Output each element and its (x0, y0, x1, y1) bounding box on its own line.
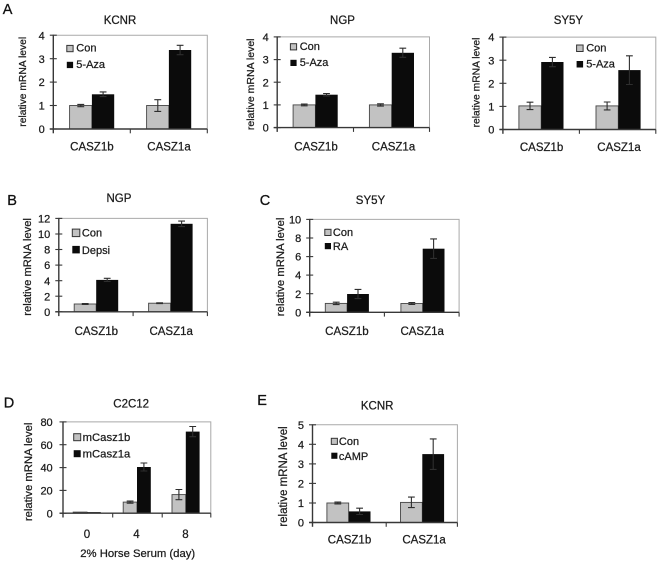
svg-text:20: 20 (40, 486, 52, 498)
svg-text:CASZ1a: CASZ1a (400, 326, 444, 338)
svg-text:80: 80 (40, 417, 52, 429)
svg-text:0: 0 (84, 529, 90, 541)
svg-text:0: 0 (298, 518, 304, 530)
svg-text:mCasz1b: mCasz1b (83, 432, 131, 444)
svg-text:Con: Con (82, 228, 102, 240)
svg-text:relative mRNA level: relative mRNA level (18, 37, 29, 127)
svg-text:4: 4 (295, 270, 301, 282)
svg-text:CASZ1a: CASZ1a (597, 142, 641, 154)
svg-text:4: 4 (133, 529, 140, 541)
svg-text:Con: Con (300, 41, 320, 53)
svg-text:2: 2 (298, 479, 304, 491)
svg-text:5: 5 (298, 420, 304, 432)
svg-text:2: 2 (488, 78, 494, 90)
svg-text:A: A (3, 2, 13, 18)
svg-text:relative mRNA level: relative mRNA level (22, 218, 34, 316)
svg-text:1: 1 (298, 498, 304, 510)
svg-text:2: 2 (295, 289, 301, 301)
svg-text:CASZ1a: CASZ1a (147, 142, 191, 154)
svg-text:1: 1 (488, 102, 494, 114)
svg-text:12: 12 (38, 214, 50, 226)
svg-text:10: 10 (38, 229, 50, 241)
svg-text:3: 3 (488, 55, 494, 67)
svg-text:3: 3 (263, 55, 269, 67)
svg-text:SY5Y: SY5Y (554, 15, 584, 27)
svg-text:4: 4 (298, 439, 304, 451)
svg-text:CASZ1b: CASZ1b (520, 142, 563, 154)
svg-text:3: 3 (298, 459, 304, 471)
svg-text:2: 2 (263, 77, 269, 89)
svg-text:relative mRNA level: relative mRNA level (471, 38, 482, 128)
svg-text:6: 6 (44, 260, 50, 272)
svg-text:2: 2 (39, 77, 45, 89)
svg-text:CASZ1a: CASZ1a (372, 142, 416, 154)
svg-text:10: 10 (289, 215, 301, 227)
svg-text:3: 3 (39, 54, 45, 66)
svg-text:0: 0 (263, 123, 269, 135)
svg-text:4: 4 (44, 276, 50, 288)
svg-text:CASZ1b: CASZ1b (328, 535, 371, 547)
svg-text:CASZ1b: CASZ1b (70, 142, 113, 154)
svg-text:0: 0 (47, 508, 53, 520)
svg-text:8: 8 (182, 529, 188, 541)
svg-text:4: 4 (263, 32, 269, 44)
svg-text:8: 8 (295, 233, 301, 245)
svg-text:SY5Y: SY5Y (356, 195, 386, 207)
svg-text:2: 2 (44, 291, 50, 303)
svg-text:1: 1 (263, 100, 269, 112)
svg-text:RA: RA (333, 241, 349, 253)
svg-text:Con: Con (333, 227, 353, 239)
svg-text:4: 4 (488, 32, 494, 44)
svg-text:0: 0 (295, 307, 301, 319)
svg-text:60: 60 (40, 440, 52, 452)
svg-text:Con: Con (339, 436, 359, 448)
svg-text:Con: Con (76, 43, 96, 55)
svg-text:CASZ1a: CASZ1a (149, 326, 193, 338)
svg-text:0: 0 (44, 307, 50, 319)
svg-text:KCNR: KCNR (104, 15, 137, 27)
svg-text:C: C (260, 193, 270, 209)
svg-text:E: E (257, 393, 267, 409)
svg-text:CASZ1b: CASZ1b (294, 142, 337, 154)
svg-text:relative mRNA level: relative mRNA level (278, 426, 290, 526)
svg-text:NGP: NGP (330, 15, 355, 27)
svg-text:relative mRNA level: relative mRNA level (245, 38, 257, 130)
svg-text:NGP: NGP (106, 193, 131, 205)
svg-text:KCNR: KCNR (361, 401, 394, 413)
svg-text:0: 0 (39, 124, 45, 136)
svg-text:5-Aza: 5-Aza (300, 57, 330, 69)
svg-text:4: 4 (39, 30, 45, 42)
svg-text:C2C12: C2C12 (113, 399, 149, 411)
svg-text:0: 0 (488, 125, 494, 137)
svg-text:Depsi: Depsi (82, 245, 110, 257)
svg-text:8: 8 (44, 245, 50, 257)
svg-text:CASZ1b: CASZ1b (325, 326, 368, 338)
svg-text:Con: Con (586, 43, 606, 55)
svg-text:mCasz1a: mCasz1a (83, 448, 131, 460)
svg-text:40: 40 (40, 463, 52, 475)
svg-text:CASZ1b: CASZ1b (75, 326, 118, 338)
svg-text:D: D (4, 396, 14, 412)
svg-text:relative mRNA level: relative mRNA level (23, 423, 35, 522)
svg-text:relative mRNA level: relative mRNA level (275, 218, 287, 317)
svg-text:CASZ1a: CASZ1a (402, 535, 446, 547)
svg-text:2% Horse Serum (day): 2% Horse Serum (day) (80, 548, 195, 560)
svg-text:cAMP: cAMP (339, 451, 368, 463)
svg-text:5-Aza: 5-Aza (586, 59, 616, 71)
svg-text:B: B (7, 193, 17, 209)
svg-text:5-Aza: 5-Aza (76, 59, 106, 71)
svg-text:1: 1 (39, 101, 45, 113)
svg-text:6: 6 (295, 252, 301, 264)
